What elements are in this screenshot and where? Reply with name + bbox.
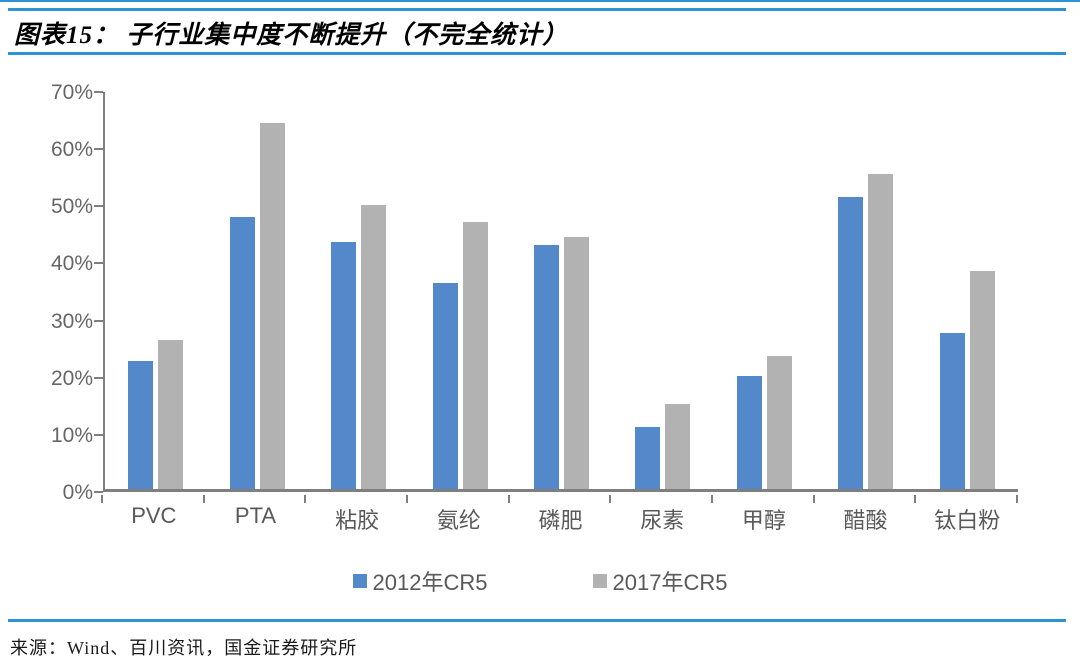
bar-2017年CR5-粘胶 (361, 205, 387, 489)
bar-2017年CR5-PTA (259, 123, 285, 489)
bar-2017年CR5-醋酸 (868, 174, 894, 489)
bar-2012年CR5-粘胶 (331, 242, 357, 489)
bar-2012年CR5-尿素 (635, 426, 661, 489)
bar-group-甲醇 (714, 92, 815, 489)
x-axis-tick (1016, 495, 1018, 503)
x-axis-tick (101, 495, 103, 503)
y-axis-tick-label: 40% (50, 252, 93, 276)
category-label-PTA: PTA (234, 503, 277, 528)
y-axis-tick-label: 10% (50, 423, 93, 447)
bar-2012年CR5-磷肥 (533, 245, 559, 489)
bar-2012年CR5-醋酸 (838, 196, 864, 489)
bar-2017年CR5-钛白粉 (969, 270, 995, 489)
category-label-醋酸: 醋酸 (843, 508, 888, 533)
y-axis-tick-label: 20% (50, 366, 93, 390)
bar-group-磷肥 (511, 92, 612, 489)
y-axis-tick (94, 262, 103, 265)
category-label-PVC: PVC (131, 503, 177, 528)
x-axis-tick (507, 495, 510, 503)
y-axis-tick-label: 60% (50, 138, 93, 162)
category-label-粘胶: 粘胶 (335, 508, 380, 533)
bar-2012年CR5-PTA (229, 216, 255, 489)
legend-swatch-icon (592, 574, 607, 588)
x-axis-tick (202, 495, 205, 503)
bar-group-氨纶 (409, 92, 510, 489)
category-label-甲醇: 甲醇 (741, 508, 786, 533)
y-axis-tick (94, 91, 103, 93)
bar-groups (105, 92, 1018, 489)
y-axis-tick (94, 319, 103, 322)
y-axis-tick (94, 433, 103, 436)
bar-2012年CR5-甲醇 (736, 375, 762, 489)
chart-title: 图表15： 子行业集中度不断提升（不完全统计） (14, 22, 569, 49)
y-axis-tick-label: 30% (50, 309, 93, 333)
legend-label: 2017年CR5 (612, 570, 728, 595)
y-axis-tick (94, 491, 103, 493)
bar-2017年CR5-甲醇 (766, 355, 792, 489)
bar-group-PTA (206, 92, 307, 489)
footer-rule (8, 619, 1066, 622)
bar-group-醋酸 (815, 92, 916, 489)
chart-legend: 2012年CR5 2017年CR5 (0, 565, 1080, 597)
x-axis-tick (406, 495, 408, 503)
y-axis-tick-label: 50% (50, 195, 93, 219)
bar-2017年CR5-尿素 (665, 403, 691, 489)
y-axis-tick (94, 205, 103, 208)
bar-2017年CR5-氨纶 (462, 222, 488, 489)
x-axis-tick (711, 495, 713, 503)
bar-2012年CR5-钛白粉 (939, 333, 965, 489)
y-axis-tick-label: 70% (50, 81, 93, 104)
category-label-磷肥: 磷肥 (538, 508, 583, 533)
top-edge-divider (0, 0, 1080, 2)
bar-group-粘胶 (308, 92, 409, 489)
category-label-尿素: 尿素 (640, 508, 685, 533)
title-top-rule (8, 8, 1066, 11)
bar-group-尿素 (612, 92, 713, 489)
y-axis-tick (94, 376, 103, 379)
bar-2017年CR5-PVC (158, 339, 184, 489)
x-axis-tick (914, 495, 917, 503)
legend-swatch-icon (352, 574, 367, 588)
y-axis-tick-label: 0% (62, 481, 93, 504)
category-label-氨纶: 氨纶 (436, 508, 481, 533)
source-note: 来源：Wind、百川资讯，国金证券研究所 (10, 638, 358, 658)
bar-2017年CR5-磷肥 (563, 236, 589, 489)
bar-group-钛白粉 (917, 92, 1018, 489)
y-axis-tick (94, 148, 103, 151)
x-axis-tick (304, 495, 307, 503)
legend-item-2012年CR5: 2012年CR5 (352, 565, 488, 597)
x-axis-tick (609, 495, 612, 503)
legend-label: 2012年CR5 (372, 570, 488, 595)
title-bottom-rule (8, 52, 1066, 55)
bar-2012年CR5-氨纶 (432, 283, 458, 489)
category-label-钛白粉: 钛白粉 (934, 508, 1001, 533)
legend-item-2017年CR5: 2017年CR5 (592, 565, 728, 597)
x-axis-tick (812, 495, 815, 503)
x-axis-category-labels: PVC PTA 粘胶 氨纶 磷肥 尿素 甲醇 醋酸 钛白粉 (103, 503, 1018, 535)
plot-area (103, 92, 1018, 492)
bar-group-PVC (105, 92, 206, 489)
bar-2012年CR5-PVC (128, 361, 154, 489)
